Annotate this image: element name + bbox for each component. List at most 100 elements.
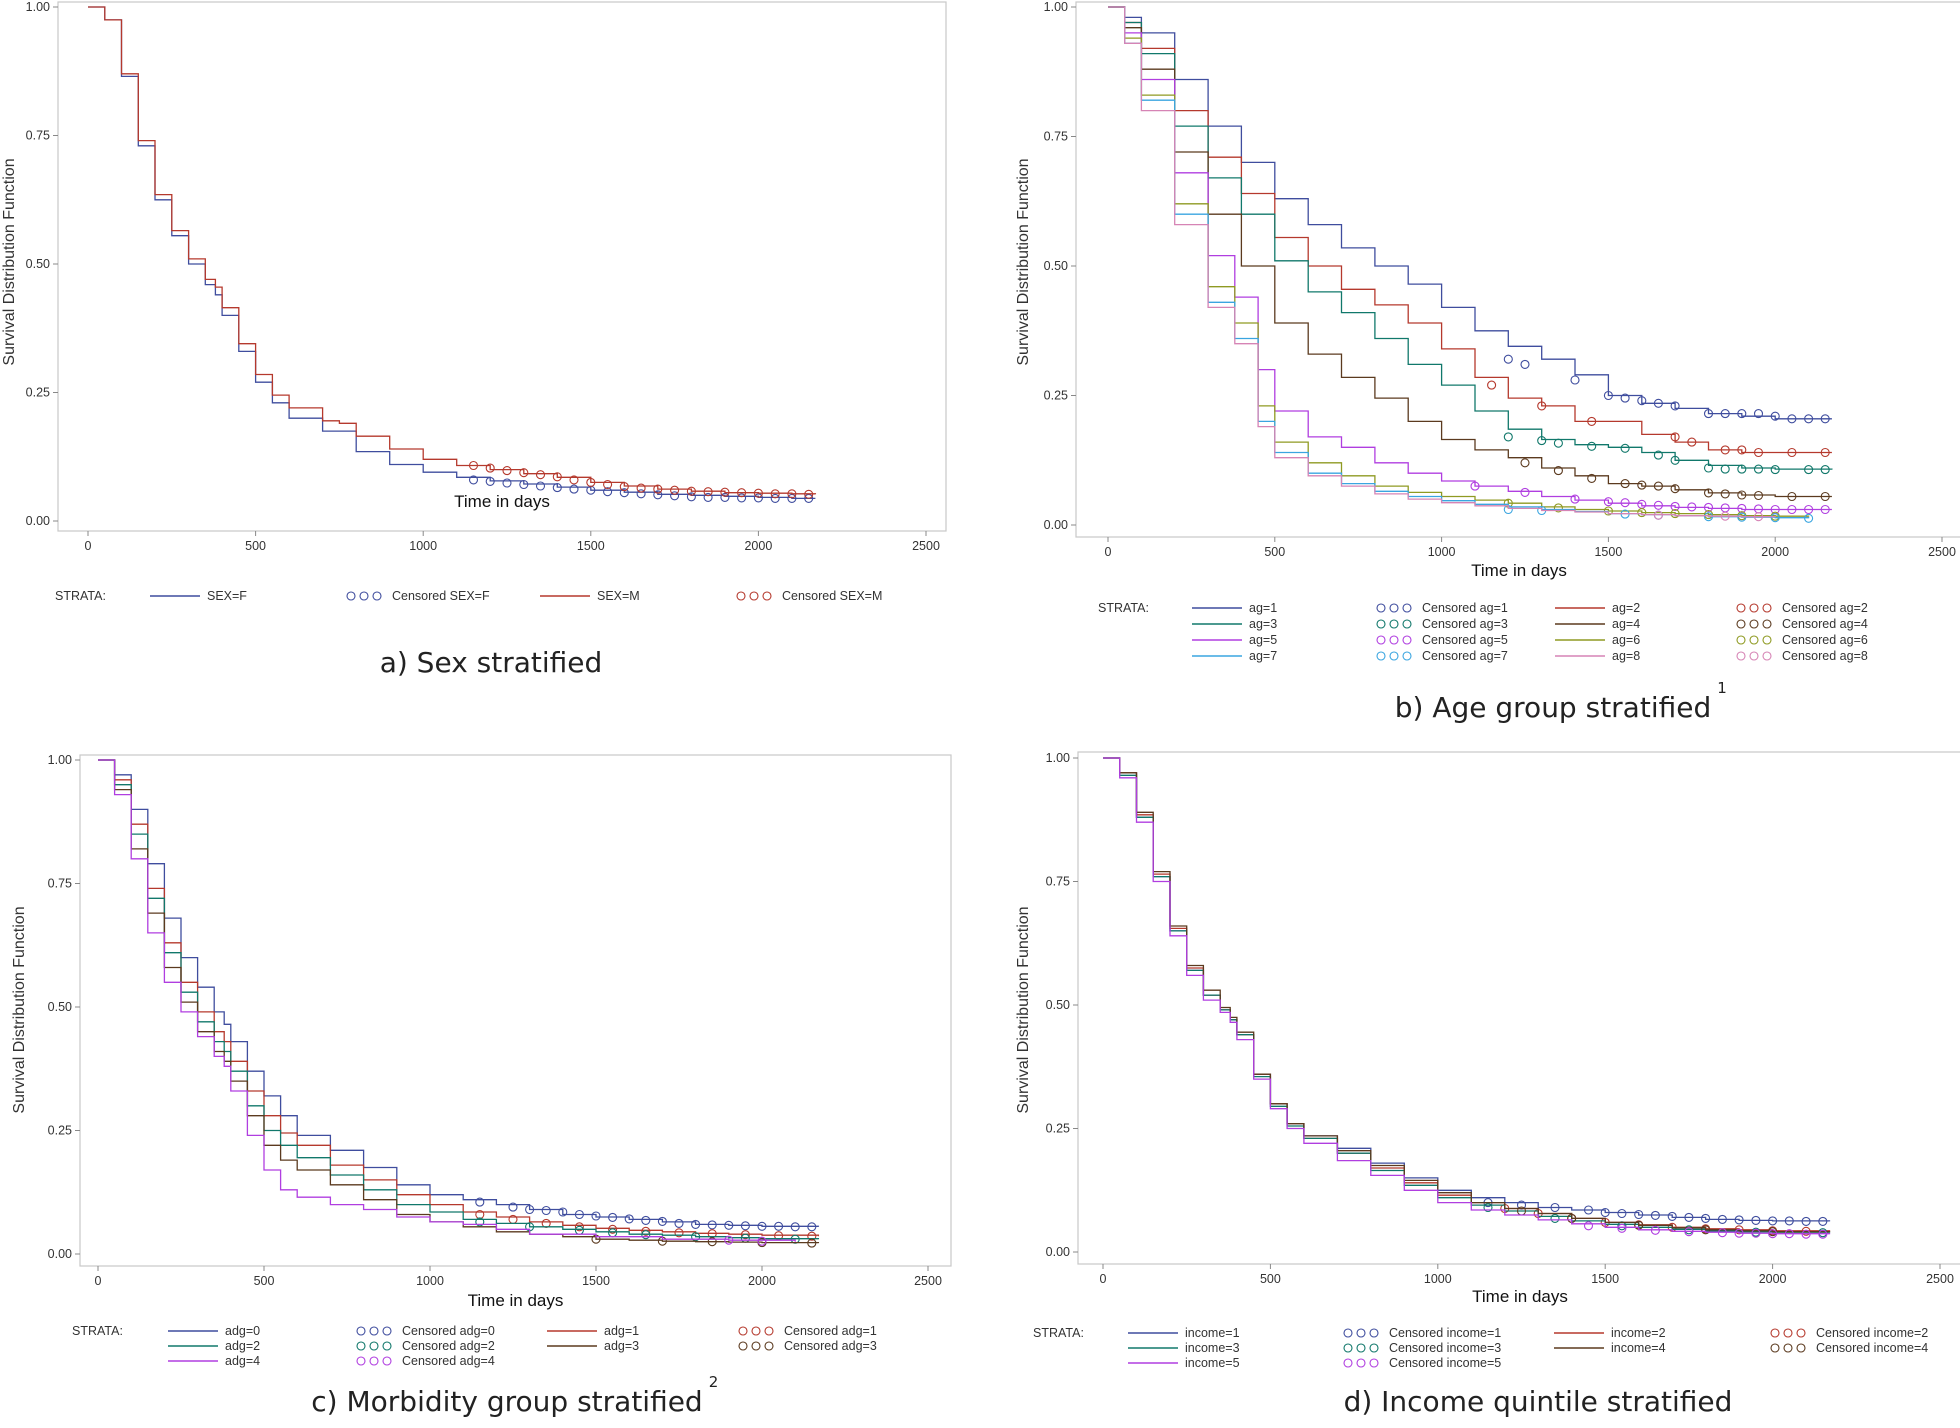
x-tick-label: 2500	[1926, 1272, 1954, 1286]
y-tick-label: 0.50	[48, 1000, 72, 1014]
censored-marker-income=5	[1818, 1229, 1828, 1239]
y-tick-label: 1.00	[1044, 0, 1068, 14]
legend-censored-swatch	[356, 1341, 366, 1351]
legend-censored-entry: Censored income=1	[1389, 1326, 1501, 1340]
legend-censored-swatch	[751, 1341, 761, 1351]
censored-marker-income=5	[1617, 1223, 1627, 1233]
legend-censored-swatch	[1749, 603, 1759, 613]
censored-marker-adg=1	[475, 1209, 485, 1220]
censored-marker-income=1	[1550, 1202, 1560, 1213]
censored-marker-SEX=M	[552, 472, 562, 482]
legend-censored-swatch	[1736, 651, 1746, 661]
censored-marker-income=1	[1701, 1213, 1711, 1223]
censored-marker-adg=0	[790, 1222, 800, 1232]
y-axis-title: Survival Distribution Function	[1015, 158, 1032, 365]
series-line-income=5	[1103, 757, 1831, 1235]
legend-censored-entry: Censored income=3	[1389, 1341, 1501, 1355]
censored-marker-ag=2	[1753, 447, 1764, 458]
censored-marker-adg=0	[707, 1220, 717, 1230]
legend-censored-swatch	[1762, 635, 1772, 645]
censored-marker-income=5	[1583, 1221, 1594, 1231]
censored-marker-adg=1	[807, 1231, 817, 1241]
censored-marker-ag=4	[1520, 458, 1530, 468]
legend-censored-swatch	[1389, 635, 1399, 645]
censored-marker-adg=0	[508, 1202, 518, 1212]
censored-marker-ag=3	[1670, 455, 1680, 465]
censored-marker-adg=3	[807, 1238, 817, 1248]
legend-censored-swatch	[1749, 651, 1759, 661]
censored-marker-ag=3	[1503, 432, 1513, 442]
legend-entry: ag=5	[1249, 633, 1277, 647]
y-axis-title: Survival Distribution Function	[11, 906, 28, 1113]
censored-marker-ag=1	[1770, 411, 1780, 421]
censored-marker-SEX=M	[753, 488, 763, 498]
censored-marker-ag=8	[1753, 512, 1764, 522]
censored-marker-ag=1	[1703, 409, 1714, 419]
censored-marker-income=1	[1734, 1215, 1744, 1225]
censored-marker-ag=4	[1620, 479, 1630, 489]
legend-censored-swatch	[382, 1341, 392, 1351]
censored-marker-ag=4	[1670, 484, 1680, 494]
y-tick-label: 0.25	[1044, 389, 1068, 403]
censored-marker-ag=4	[1587, 473, 1597, 483]
plot-frame	[79, 754, 952, 1267]
legend-censored-swatch	[1736, 603, 1746, 613]
censored-marker-SEX=M	[468, 460, 479, 471]
censored-marker-adg=1	[574, 1222, 584, 1232]
series-line-adg=3	[98, 759, 820, 1244]
censored-marker-SEX=M	[586, 477, 596, 487]
y-tick-label: 1.00	[26, 0, 50, 14]
censored-marker-adg=0	[541, 1205, 551, 1216]
legend-censored-swatch	[1402, 635, 1412, 645]
censored-marker-ag=1	[1620, 393, 1630, 403]
legend-title: STRATA:	[72, 1324, 123, 1338]
censored-marker-income=3	[1550, 1213, 1560, 1223]
censored-marker-adg=0	[691, 1219, 701, 1229]
censored-marker-income=1	[1751, 1215, 1761, 1225]
x-tick-label: 2000	[748, 1274, 776, 1288]
legend-censored-swatch	[356, 1326, 366, 1336]
censored-marker-income=1	[1818, 1216, 1828, 1226]
censored-marker-ag=1	[1503, 354, 1513, 364]
x-tick-label: 500	[1264, 545, 1285, 559]
legend-entry: adg=1	[604, 1324, 639, 1338]
series-line-ag=3	[1108, 6, 1833, 470]
caption-footnote-marker: 1	[1717, 679, 1727, 697]
censored-marker-ag=5	[1670, 501, 1680, 511]
legend-entry: ag=8	[1612, 649, 1640, 663]
legend-censored-swatch	[764, 1326, 774, 1336]
y-tick-label: 1.00	[48, 753, 72, 767]
legend-censored-swatch	[1736, 635, 1746, 645]
censored-marker-SEX=F	[569, 484, 579, 494]
chart-panel-1: 0.00 0.25 0.50 0.75 1.00 0 500 1000 1500 2000 2500…	[1, 0, 947, 679]
legend-censored-swatch	[1749, 619, 1759, 629]
y-tick-label: 0.00	[1046, 1245, 1070, 1259]
censored-marker-income=1	[1650, 1210, 1660, 1220]
legend-censored-entry: Censored income=4	[1816, 1341, 1928, 1355]
legend-censored-swatch	[1343, 1343, 1353, 1353]
legend-censored-swatch	[1762, 619, 1772, 629]
legend-censored-swatch	[1389, 603, 1399, 613]
legend-censored-entry: Censored adg=1	[784, 1324, 877, 1338]
legend-censored-swatch	[1343, 1358, 1353, 1368]
censored-marker-SEX=F	[737, 493, 747, 503]
censored-marker-ag=4	[1637, 480, 1647, 490]
censored-marker-SEX=F	[519, 479, 529, 490]
censored-marker-ag=3	[1553, 438, 1563, 448]
legend-censored-swatch	[359, 591, 369, 601]
censored-marker-adg=0	[774, 1221, 784, 1231]
panel-caption: c) Morbidity group stratified	[311, 1385, 702, 1418]
censored-marker-income=1	[1784, 1216, 1794, 1226]
x-tick-label: 0	[85, 539, 92, 553]
x-tick-label: 500	[1260, 1272, 1281, 1286]
censored-marker-adg=0	[740, 1221, 750, 1231]
y-tick-label: 0.75	[1046, 875, 1070, 889]
censored-marker-adg=2	[475, 1217, 485, 1227]
censored-marker-SEX=F	[703, 492, 713, 502]
censored-marker-ag=4	[1820, 491, 1830, 502]
legend-censored-swatch	[1770, 1343, 1780, 1353]
censored-marker-adg=0	[574, 1209, 584, 1220]
x-axis-title: Time in days	[454, 492, 550, 511]
censored-marker-SEX=M	[636, 483, 646, 493]
censored-marker-adg=1	[641, 1226, 651, 1236]
